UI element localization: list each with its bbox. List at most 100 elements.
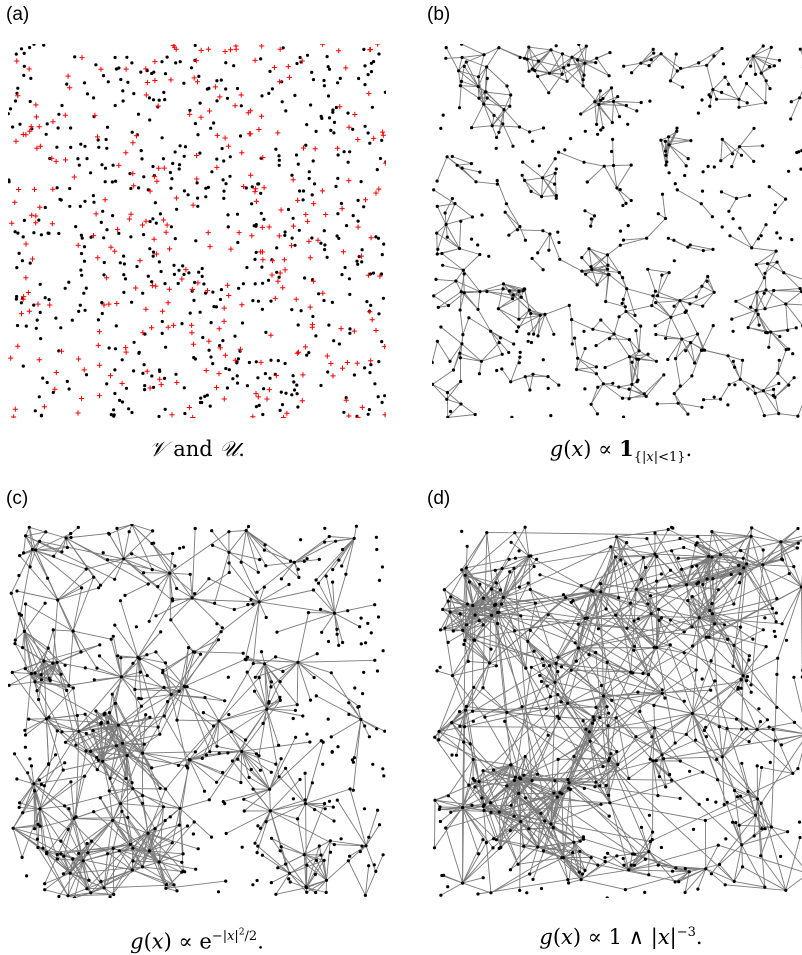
vertex-point (360, 260, 364, 264)
vertex-point (83, 199, 87, 203)
graph-edge (613, 165, 618, 189)
graph-edge (266, 697, 281, 710)
graph-vertex (122, 557, 126, 561)
graph-edge (271, 837, 305, 856)
graph-vertex (597, 102, 601, 107)
graph-vertex (461, 805, 465, 810)
graph-vertex (247, 775, 251, 779)
vertex-point (336, 153, 340, 157)
vertex-point (339, 201, 343, 206)
graph-edge (228, 530, 247, 533)
vertex-point (143, 332, 147, 336)
graph-vertex (500, 352, 504, 356)
graph-edge (464, 291, 481, 294)
graph-edge (94, 676, 122, 681)
graph-edge (519, 226, 526, 241)
graph-edge (265, 810, 271, 822)
graph-edge (464, 614, 476, 641)
graph-edge (777, 372, 790, 386)
vertex-point (209, 321, 213, 325)
graph-edge (157, 572, 171, 587)
graph-edge (438, 665, 550, 732)
graph-edge (147, 832, 199, 850)
graph-vertex (175, 718, 179, 722)
cross-marker (187, 111, 193, 117)
graph-vertex (507, 350, 511, 355)
vertex-point (137, 351, 141, 355)
vertex-point (22, 218, 26, 222)
graph-vertex (753, 391, 757, 395)
vertex-point (222, 159, 226, 163)
vertex-point (78, 204, 82, 208)
graph-vertex (432, 188, 436, 192)
graph-edge (503, 589, 531, 598)
graph-edge (721, 728, 742, 758)
graph-vertex (777, 412, 781, 416)
cross-marker (339, 206, 345, 212)
graph-edge (107, 559, 170, 574)
graph-edge (524, 177, 543, 181)
graph-vertex (332, 611, 337, 615)
vertex-point (19, 301, 23, 305)
graph-edge (681, 569, 688, 585)
vertex-point (194, 239, 198, 243)
graph-vertex (374, 535, 378, 539)
graph-vertex (769, 45, 773, 49)
graph-edge (33, 783, 92, 842)
graph-edge (232, 760, 271, 812)
graph-edge (241, 741, 310, 752)
graph-edge (697, 536, 713, 558)
vertex-point (84, 373, 89, 377)
graph-vertex (530, 778, 534, 783)
graph-edge (73, 776, 86, 819)
graph-vertex (262, 585, 266, 589)
graph-vertex (224, 879, 228, 883)
graph-edge (636, 589, 685, 633)
cross-marker (123, 349, 129, 355)
vertex-point (336, 81, 340, 85)
graph-edge (432, 369, 454, 385)
cross-marker (71, 174, 77, 180)
graph-edge (592, 328, 615, 335)
vertex-point (151, 98, 156, 102)
cross-marker (359, 404, 365, 410)
graph-edge (483, 770, 516, 778)
graph-vertex (703, 348, 707, 352)
graph-vertex (329, 735, 333, 739)
graph-vertex (268, 809, 272, 813)
graph-edge (452, 156, 472, 165)
graph-vertex (541, 268, 545, 272)
cross-marker (253, 186, 259, 192)
graph-vertex (784, 197, 788, 201)
graph-vertex (458, 351, 462, 355)
graph-edge (568, 879, 582, 884)
cross-marker (273, 372, 279, 379)
vertex-point (177, 268, 181, 272)
graph-vertex (275, 630, 279, 634)
graph-edge (264, 656, 276, 665)
cross-marker (36, 124, 42, 130)
cross-marker (276, 233, 282, 239)
graph-edge (797, 752, 802, 769)
cross-marker (281, 257, 287, 263)
graph-vertex (376, 808, 380, 812)
graph-edge (444, 628, 453, 676)
graph-edge (445, 47, 459, 72)
graph-edge (158, 806, 164, 863)
vertex-point (112, 408, 116, 412)
graph-edge (607, 852, 630, 871)
graph-vertex (528, 130, 532, 134)
cross-marker (123, 150, 129, 156)
graph-vertex (92, 678, 96, 682)
graph-edge (503, 283, 525, 290)
graph-vertex (170, 597, 174, 601)
graph-vertex (119, 675, 123, 679)
graph-vertex (587, 247, 591, 251)
graph-vertex (734, 196, 739, 200)
graph-edge (764, 250, 777, 274)
graph-edge (479, 283, 504, 293)
cross-marker (324, 353, 330, 359)
graph-edge (8, 673, 32, 686)
graph-edge (549, 233, 561, 260)
graph-vertex (232, 607, 236, 612)
